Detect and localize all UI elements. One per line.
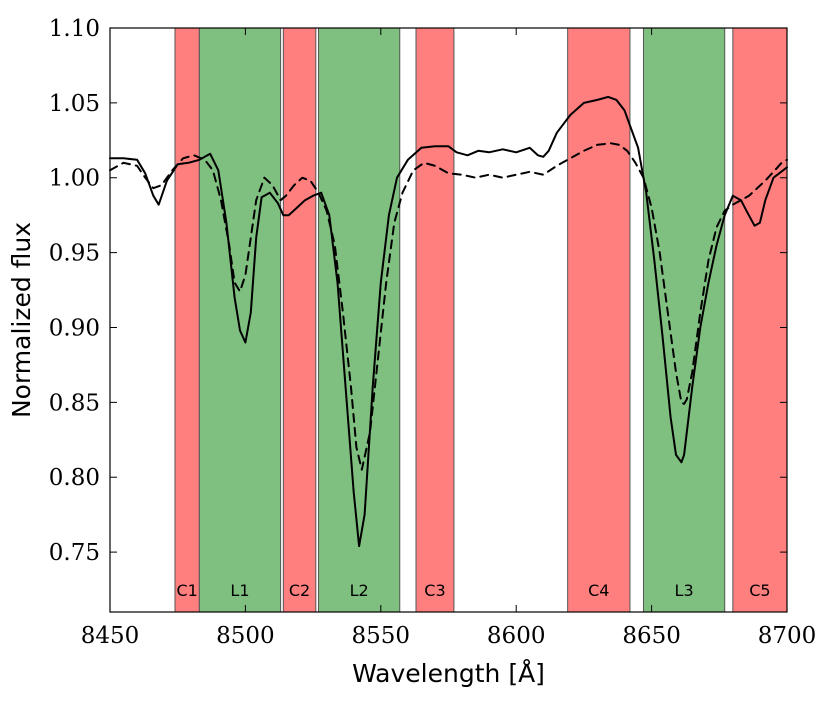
y-tick-label: 1.00 — [49, 166, 100, 192]
x-tick-label: 8700 — [758, 623, 817, 649]
band-label-l1: L1 — [230, 581, 249, 600]
band-c1 — [174, 27, 200, 613]
y-tick-label: 0.90 — [49, 315, 100, 341]
bands-layer — [174, 27, 788, 613]
x-tick-label: 8650 — [622, 623, 681, 649]
x-tick-label: 8500 — [216, 623, 275, 649]
band-labels-layer: C1 L1 C2 L2 C3 C4 L3 C5 — [176, 581, 770, 600]
band-label-c4: C4 — [588, 581, 609, 600]
y-tick-label: 0.75 — [49, 540, 100, 566]
y-tick-label: 1.05 — [49, 91, 100, 117]
x-tick-label: 8550 — [352, 623, 411, 649]
y-axis-title: Normalized flux — [7, 222, 36, 418]
x-tick-label: 8450 — [81, 623, 140, 649]
band-l3 — [642, 27, 726, 613]
band-label-l3: L3 — [675, 581, 694, 600]
y-tick-label: 1.10 — [49, 16, 100, 42]
band-label-c3: C3 — [424, 581, 445, 600]
ticks-layer: 8450 8500 8550 8600 8650 8700 0.75 0.80 0.85 0.90… — [49, 16, 816, 649]
series-line-solid — [109, 95, 788, 548]
band-label-l2: L2 — [350, 581, 369, 600]
y-tick-label: 0.85 — [49, 390, 100, 416]
y-tick-label: 0.80 — [49, 465, 100, 491]
band-l1 — [198, 27, 282, 613]
band-c2 — [282, 27, 317, 613]
x-axis-title: Wavelength [Å] — [352, 659, 545, 688]
band-c4 — [567, 27, 631, 613]
series-line-dashed — [109, 142, 788, 471]
series-layer — [109, 95, 788, 548]
band-label-c1: C1 — [176, 581, 197, 600]
x-tick-label: 8600 — [487, 623, 546, 649]
band-l2 — [318, 27, 401, 613]
y-tick-label: 0.95 — [49, 241, 100, 267]
band-label-c5: C5 — [749, 581, 770, 600]
plot-frame — [109, 27, 788, 613]
band-label-c2: C2 — [289, 581, 310, 600]
band-c5 — [732, 27, 788, 613]
band-c3 — [415, 27, 455, 613]
